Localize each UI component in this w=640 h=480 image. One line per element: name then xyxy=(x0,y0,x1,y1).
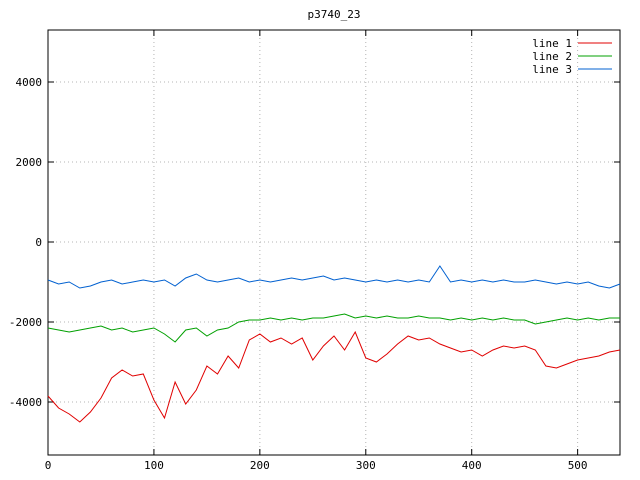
legend-label-2: line 2 xyxy=(532,50,572,63)
y-tick-label: -4000 xyxy=(9,396,42,409)
x-tick-label: 100 xyxy=(144,459,164,472)
y-tick-label: 4000 xyxy=(16,76,43,89)
series-line-1 xyxy=(47,330,621,423)
y-tick-label: 2000 xyxy=(16,156,43,169)
series-line-3 xyxy=(47,265,621,289)
legend-label-3: line 3 xyxy=(532,63,572,76)
x-tick-label: 500 xyxy=(568,459,588,472)
x-tick-label: 0 xyxy=(45,459,52,472)
x-tick-label: 300 xyxy=(356,459,376,472)
x-tick-label: 200 xyxy=(250,459,270,472)
chart-title: p3740_23 xyxy=(307,8,361,21)
y-tick-label: -2000 xyxy=(9,316,42,329)
x-tick-label: 400 xyxy=(462,459,482,472)
series-line-2 xyxy=(47,313,620,343)
y-tick-label: 0 xyxy=(35,236,42,249)
plot-border xyxy=(47,29,621,456)
legend-label-1: line 1 xyxy=(532,37,572,50)
